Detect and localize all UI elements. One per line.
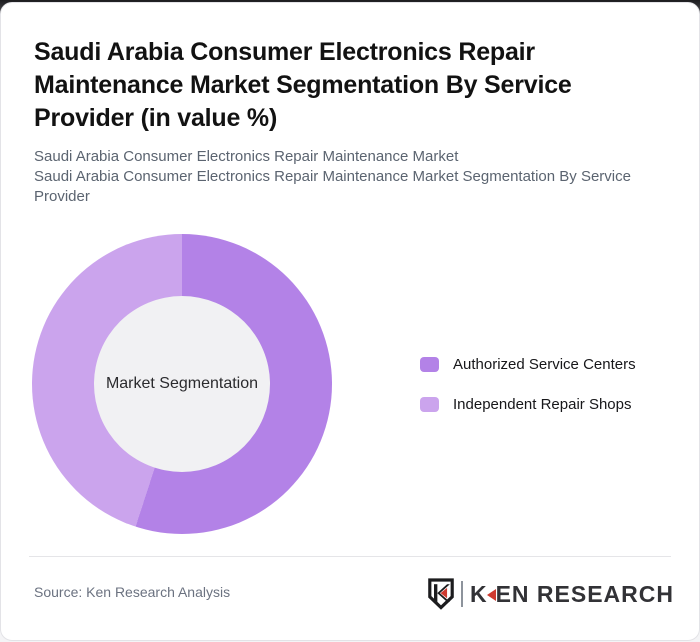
legend-label: Independent Repair Shops [453, 396, 632, 413]
ken-research-logo: K EN RESEARCH [427, 577, 674, 611]
footer-divider [29, 556, 671, 557]
shield-k-icon [428, 578, 454, 610]
subtitle-block: Saudi Arabia Consumer Electronics Repair… [34, 147, 664, 207]
brand-letter-k: K [469, 580, 488, 607]
legend-item-authorized-service-centers[interactable]: Authorized Service Centers [420, 356, 636, 373]
subtitle-line-market: Saudi Arabia Consumer Electronics Repair… [34, 148, 459, 165]
chart-legend: Authorized Service Centers Independent R… [420, 356, 636, 436]
subtitle-line-segmentation: Saudi Arabia Consumer Electronics Repair… [34, 168, 631, 205]
donut-center-label: Market Segmentation [105, 375, 259, 392]
red-triangle-icon [486, 589, 496, 601]
legend-item-independent-repair-shops[interactable]: Independent Repair Shops [420, 396, 636, 413]
source-text: Source: Ken Research Analysis [34, 584, 231, 600]
brand-name-rest: EN RESEARCH [495, 580, 674, 607]
legend-swatch-independent-icon [420, 397, 439, 412]
page-title: Saudi Arabia Consumer Electronics Repair… [34, 38, 572, 132]
legend-swatch-authorized-icon [420, 357, 439, 372]
logo-divider-bar [460, 581, 463, 607]
legend-label: Authorized Service Centers [453, 356, 636, 373]
donut-hole: Market Segmentation [94, 296, 270, 472]
brand-wordmark: K EN RESEARCH [470, 581, 674, 608]
donut-chart[interactable]: Market Segmentation [32, 234, 332, 534]
